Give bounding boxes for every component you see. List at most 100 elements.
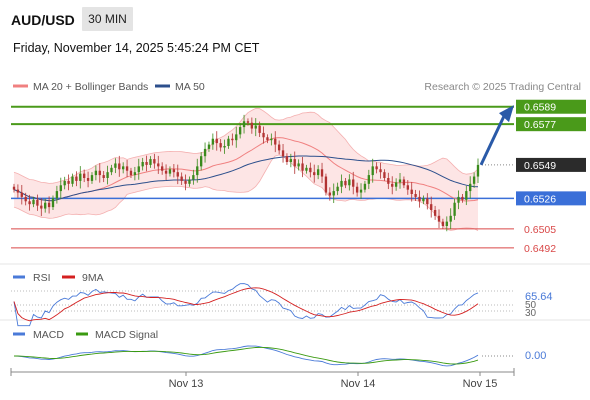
candle-body	[47, 202, 51, 208]
candle	[277, 140, 281, 155]
candle-body	[414, 194, 417, 197]
candle-body	[285, 156, 289, 162]
candle-body	[102, 175, 105, 178]
candle-body	[44, 202, 47, 209]
candle-body	[215, 138, 218, 144]
candle	[242, 114, 246, 134]
legend-label-macd: MACD	[33, 329, 64, 341]
candle-body	[238, 127, 242, 135]
candle	[153, 153, 156, 169]
candle	[51, 195, 55, 210]
candle	[355, 182, 359, 197]
candle-body	[270, 138, 273, 141]
candle	[122, 162, 125, 174]
candle	[141, 157, 144, 171]
candle	[445, 216, 448, 232]
candle-body	[352, 179, 355, 187]
candle-body	[137, 166, 140, 173]
candle-body	[426, 198, 429, 205]
candle	[16, 184, 20, 198]
candle-body	[106, 172, 109, 178]
legend-label-ma50: MA 50	[175, 81, 205, 93]
candle-body	[149, 159, 152, 165]
candle-body	[55, 191, 59, 199]
candle-body	[472, 176, 476, 184]
forecast-arrow-head	[499, 105, 514, 123]
candle-body	[98, 170, 101, 176]
moving-averages-layer	[13, 137, 479, 202]
legend-label-rsi-ma: 9MA	[82, 272, 104, 284]
candle	[469, 176, 472, 199]
candle	[246, 118, 250, 126]
candle-body	[125, 166, 129, 171]
candle	[55, 185, 59, 204]
candle-body	[258, 125, 261, 133]
timeframe-badge[interactable]	[82, 7, 133, 31]
candle-body	[348, 179, 351, 186]
candle-body	[168, 169, 172, 174]
candle	[110, 164, 113, 176]
candle-body	[254, 125, 257, 129]
candle	[160, 162, 164, 175]
candle-body	[129, 170, 133, 176]
candle-body	[118, 163, 121, 170]
symbol-title: AUD/USD	[11, 12, 75, 28]
macd-signal-line	[14, 346, 479, 365]
candle-body	[32, 199, 35, 205]
candle-body	[418, 196, 421, 202]
candle	[129, 167, 133, 178]
level-label-0.6492: 0.6492	[524, 243, 556, 255]
rsi-line	[13, 283, 479, 327]
candle	[164, 164, 168, 181]
candle-body	[305, 167, 308, 171]
candle	[332, 183, 335, 204]
candle	[305, 164, 308, 174]
candle-body	[449, 215, 452, 222]
candle	[352, 171, 355, 195]
candle-body	[469, 183, 472, 192]
candle-body	[445, 221, 448, 226]
candle-body	[12, 186, 16, 190]
candle	[133, 166, 137, 181]
candle	[387, 172, 390, 190]
candle	[83, 169, 86, 183]
candle	[125, 159, 129, 178]
macd-lines-layer	[13, 345, 514, 367]
candle	[118, 155, 121, 177]
candle	[453, 198, 456, 220]
candle	[20, 184, 23, 205]
candle	[472, 172, 476, 188]
candle-body	[402, 179, 406, 186]
candle	[254, 118, 257, 137]
candle	[63, 176, 66, 190]
main-legend: MA 20 + Bollinger Bands MA 50 Research ©…	[13, 81, 581, 93]
candle	[12, 183, 16, 193]
timestamp: Friday, November 14, 2025 5:45:24 PM CET	[13, 41, 260, 55]
candle-body	[63, 180, 66, 186]
candle-body	[86, 178, 90, 181]
level-badge-text-0.6577: 0.6577	[524, 119, 556, 131]
candle	[28, 194, 31, 211]
candle	[90, 172, 94, 184]
candle	[36, 194, 39, 211]
candle	[410, 182, 413, 202]
candle	[199, 152, 203, 171]
candle-body	[332, 191, 335, 196]
candle	[219, 139, 222, 152]
candle-body	[207, 144, 211, 149]
candle	[44, 198, 47, 213]
candle	[476, 158, 480, 183]
candle-body	[246, 121, 250, 123]
candle	[367, 169, 370, 190]
candle-body	[363, 183, 367, 190]
candle-body	[211, 138, 215, 145]
candle-body	[90, 175, 94, 181]
x-tick-label-nov13: Nov 13	[169, 378, 204, 390]
candle	[75, 171, 78, 187]
candle-body	[391, 183, 394, 187]
candle	[293, 151, 296, 174]
timeframe-label: 30 MIN	[88, 12, 127, 26]
level-label-0.6505: 0.6505	[524, 224, 556, 236]
candle	[145, 155, 148, 172]
candle	[137, 158, 140, 180]
